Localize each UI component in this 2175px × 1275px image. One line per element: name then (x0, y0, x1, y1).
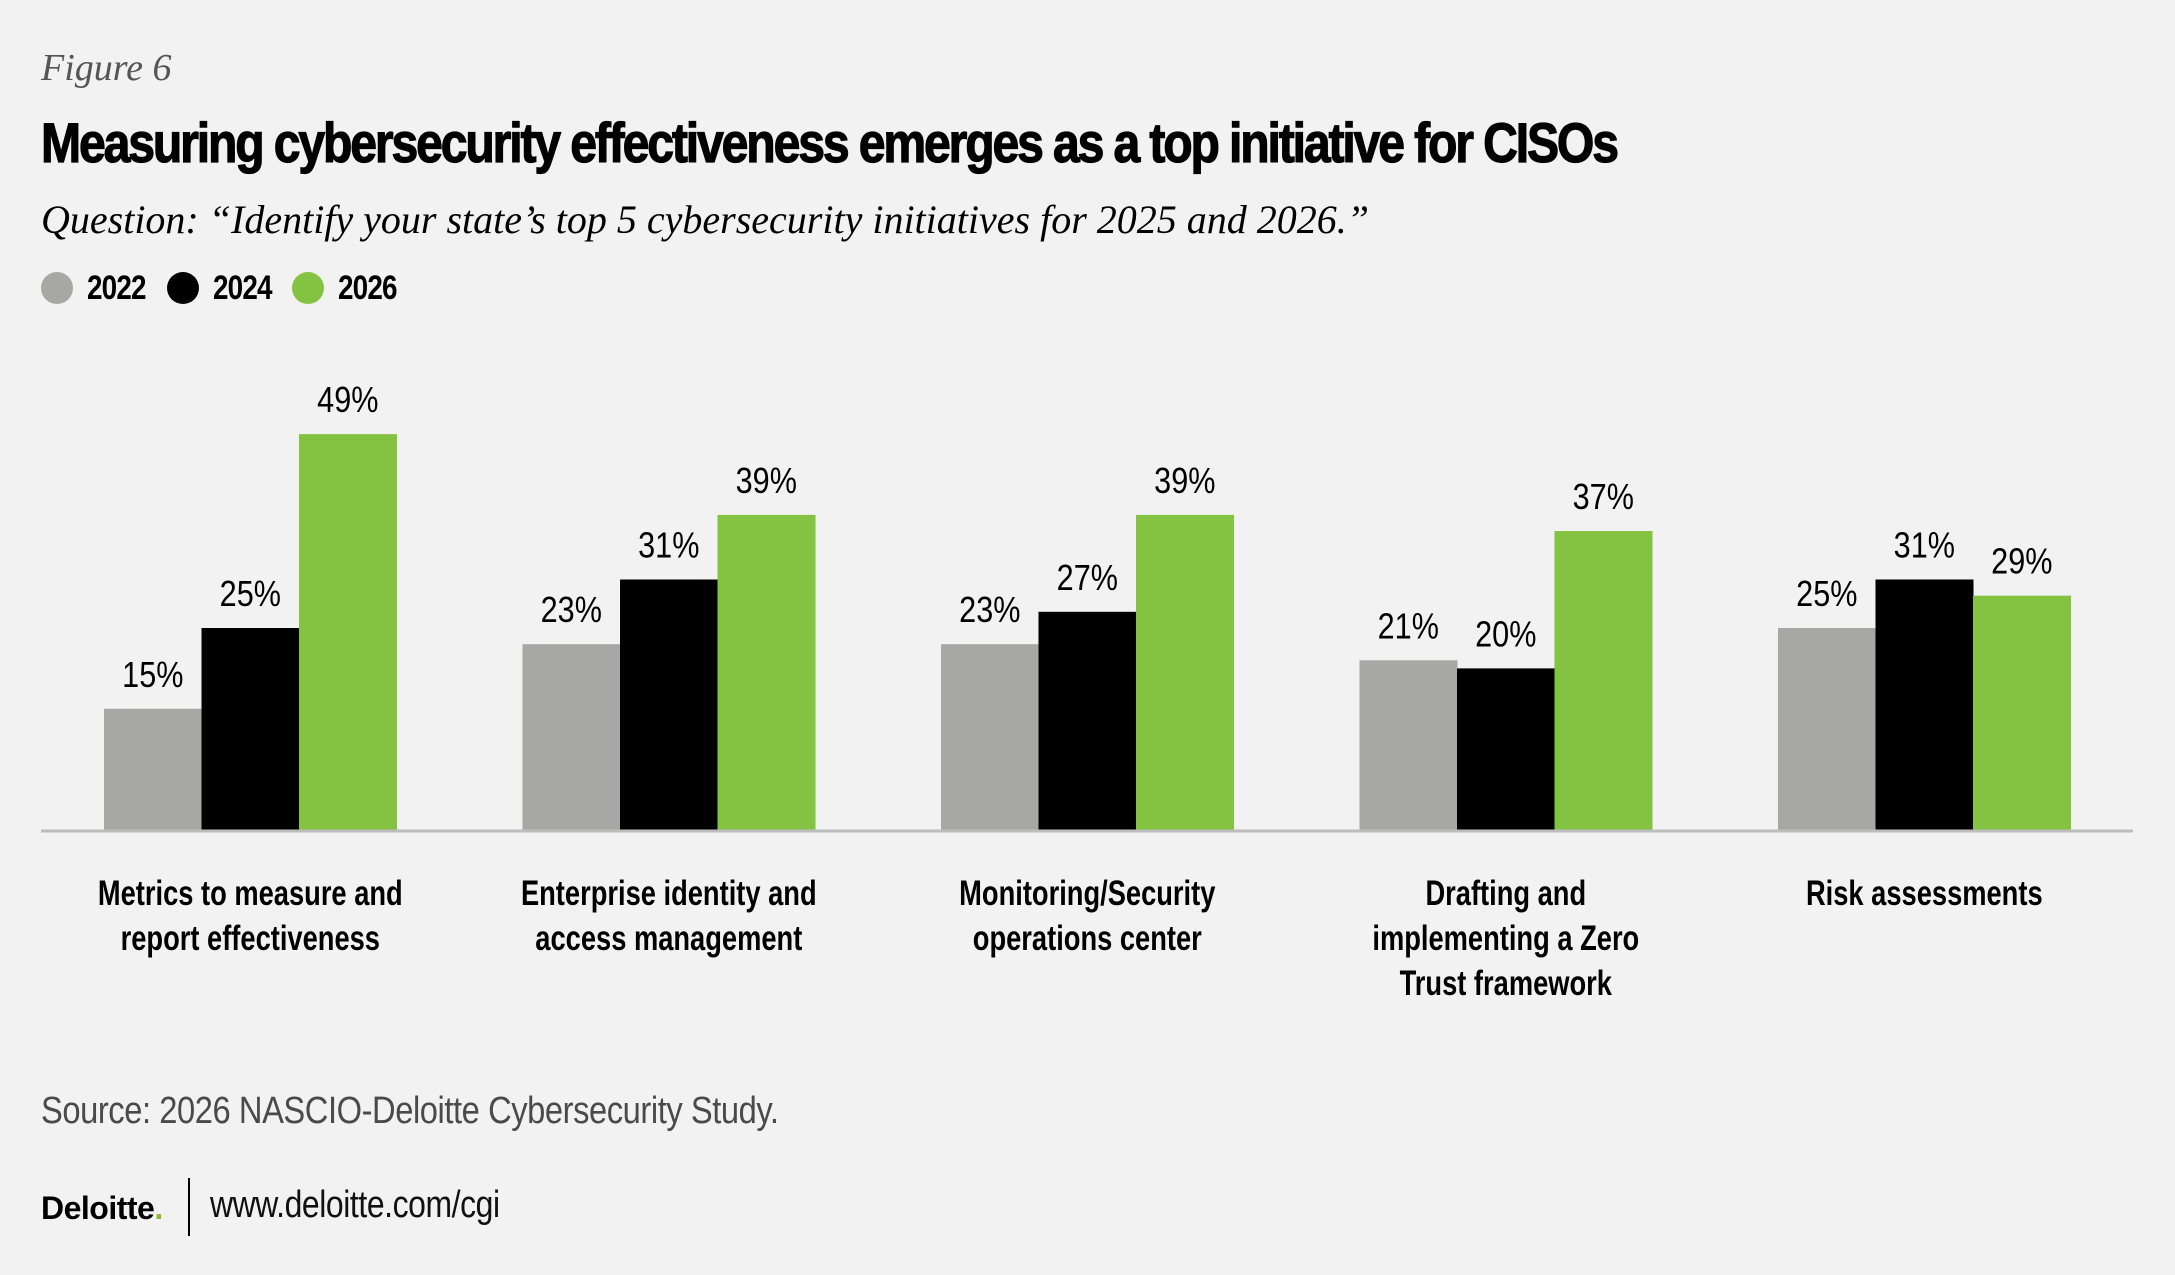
category-label-3-line2: operations center (973, 919, 1202, 958)
source-note: Source: 2026 NASCIO-Deloitte Cybersecuri… (41, 1090, 779, 1132)
value-label-2022-cat5: 25% (1796, 575, 1857, 615)
value-label-2026-cat5: 29% (1991, 542, 2052, 582)
value-label-2022-cat1: 15% (122, 656, 183, 696)
chart-title: Measuring cybersecurity effectiveness em… (40, 110, 1619, 174)
value-label-2024-cat4: 20% (1475, 615, 1536, 655)
value-labels-layer: 15% 25% 49% 23% 31% 39% 23% 27% 39% 21% 20% 37% 25% 3… (122, 381, 2052, 696)
chart-subtitle-question: Question: “Identify your state’s top 5 c… (41, 197, 1370, 242)
legend-label-2026: 2026 (338, 268, 398, 307)
bar-2024-cat4 (1457, 668, 1555, 830)
value-label-2024-cat3: 27% (1057, 559, 1118, 599)
category-label-2-line2: access management (535, 919, 802, 958)
bar-2026-cat5 (1973, 595, 2071, 830)
value-label-2024-cat5: 31% (1894, 526, 1955, 566)
category-label-1-line1: Metrics to measure and (98, 874, 403, 913)
bar-2024-cat5 (1875, 579, 1974, 830)
legend-label-2024: 2024 (212, 268, 273, 307)
value-label-2022-cat3: 23% (959, 591, 1020, 631)
bar-2024-cat2 (620, 579, 718, 830)
footer-divider (188, 1178, 190, 1236)
logo-green-dot: . (154, 1190, 163, 1226)
legend-swatch-2024 (166, 272, 199, 304)
bar-2024-cat3 (1038, 611, 1137, 830)
deloitte-logo: Deloitte. (41, 1190, 163, 1227)
legend: 2022 2024 2026 (41, 268, 418, 308)
category-label-4-line3: Trust framework (1400, 964, 1613, 1003)
value-label-2024-cat2: 31% (638, 526, 699, 566)
category-label-1-line2: report effectiveness (121, 919, 380, 958)
category-label-4-line2: implementing a Zero (1372, 919, 1639, 958)
category-label-2-line1: Enterprise identity and (521, 874, 817, 913)
category-labels-layer: Metrics to measure and report effectivene… (98, 874, 2043, 1003)
bar-2026-cat4 (1554, 531, 1653, 830)
value-label-2026-cat3: 39% (1154, 462, 1215, 502)
value-label-2026-cat2: 39% (736, 462, 797, 502)
footer-url-link[interactable]: www.deloitte.com/cgi (210, 1184, 500, 1226)
bar-2024-cat1 (201, 628, 300, 830)
legend-item-2024: 2024 (166, 268, 273, 308)
bar-2022-cat5 (1778, 628, 1876, 830)
legend-swatch-2022 (41, 272, 73, 304)
logo-text: Deloitte (41, 1190, 155, 1226)
figure-label: Figure 6 (41, 47, 172, 89)
legend-swatch-2026 (292, 272, 325, 304)
value-label-2026-cat1: 49% (317, 381, 378, 421)
legend-label-2022: 2022 (87, 268, 147, 307)
category-label-3-line1: Monitoring/Security (959, 874, 1216, 913)
bar-2026-cat1 (299, 434, 397, 830)
bar-chart: 15% 25% 49% 23% 31% 39% 23% 27% 39% 21% 20% 37% 25% 3… (41, 381, 2133, 1003)
bar-2022-cat1 (104, 708, 202, 830)
value-label-2022-cat4: 21% (1378, 607, 1439, 647)
bar-2026-cat2 (717, 514, 816, 830)
bar-2026-cat3 (1136, 514, 1234, 830)
category-label-4-line1: Drafting and (1425, 874, 1586, 913)
bar-2022-cat4 (1359, 660, 1458, 830)
value-label-2026-cat4: 37% (1573, 478, 1634, 518)
legend-item-2022: 2022 (41, 268, 147, 308)
legend-item-2026: 2026 (292, 268, 398, 308)
value-label-2022-cat2: 23% (541, 591, 602, 631)
category-label-5-line1: Risk assessments (1806, 874, 2043, 913)
bar-2022-cat3 (941, 644, 1039, 830)
bars-layer (104, 434, 2071, 830)
value-label-2024-cat1: 25% (220, 575, 281, 615)
bar-2022-cat2 (522, 644, 621, 830)
